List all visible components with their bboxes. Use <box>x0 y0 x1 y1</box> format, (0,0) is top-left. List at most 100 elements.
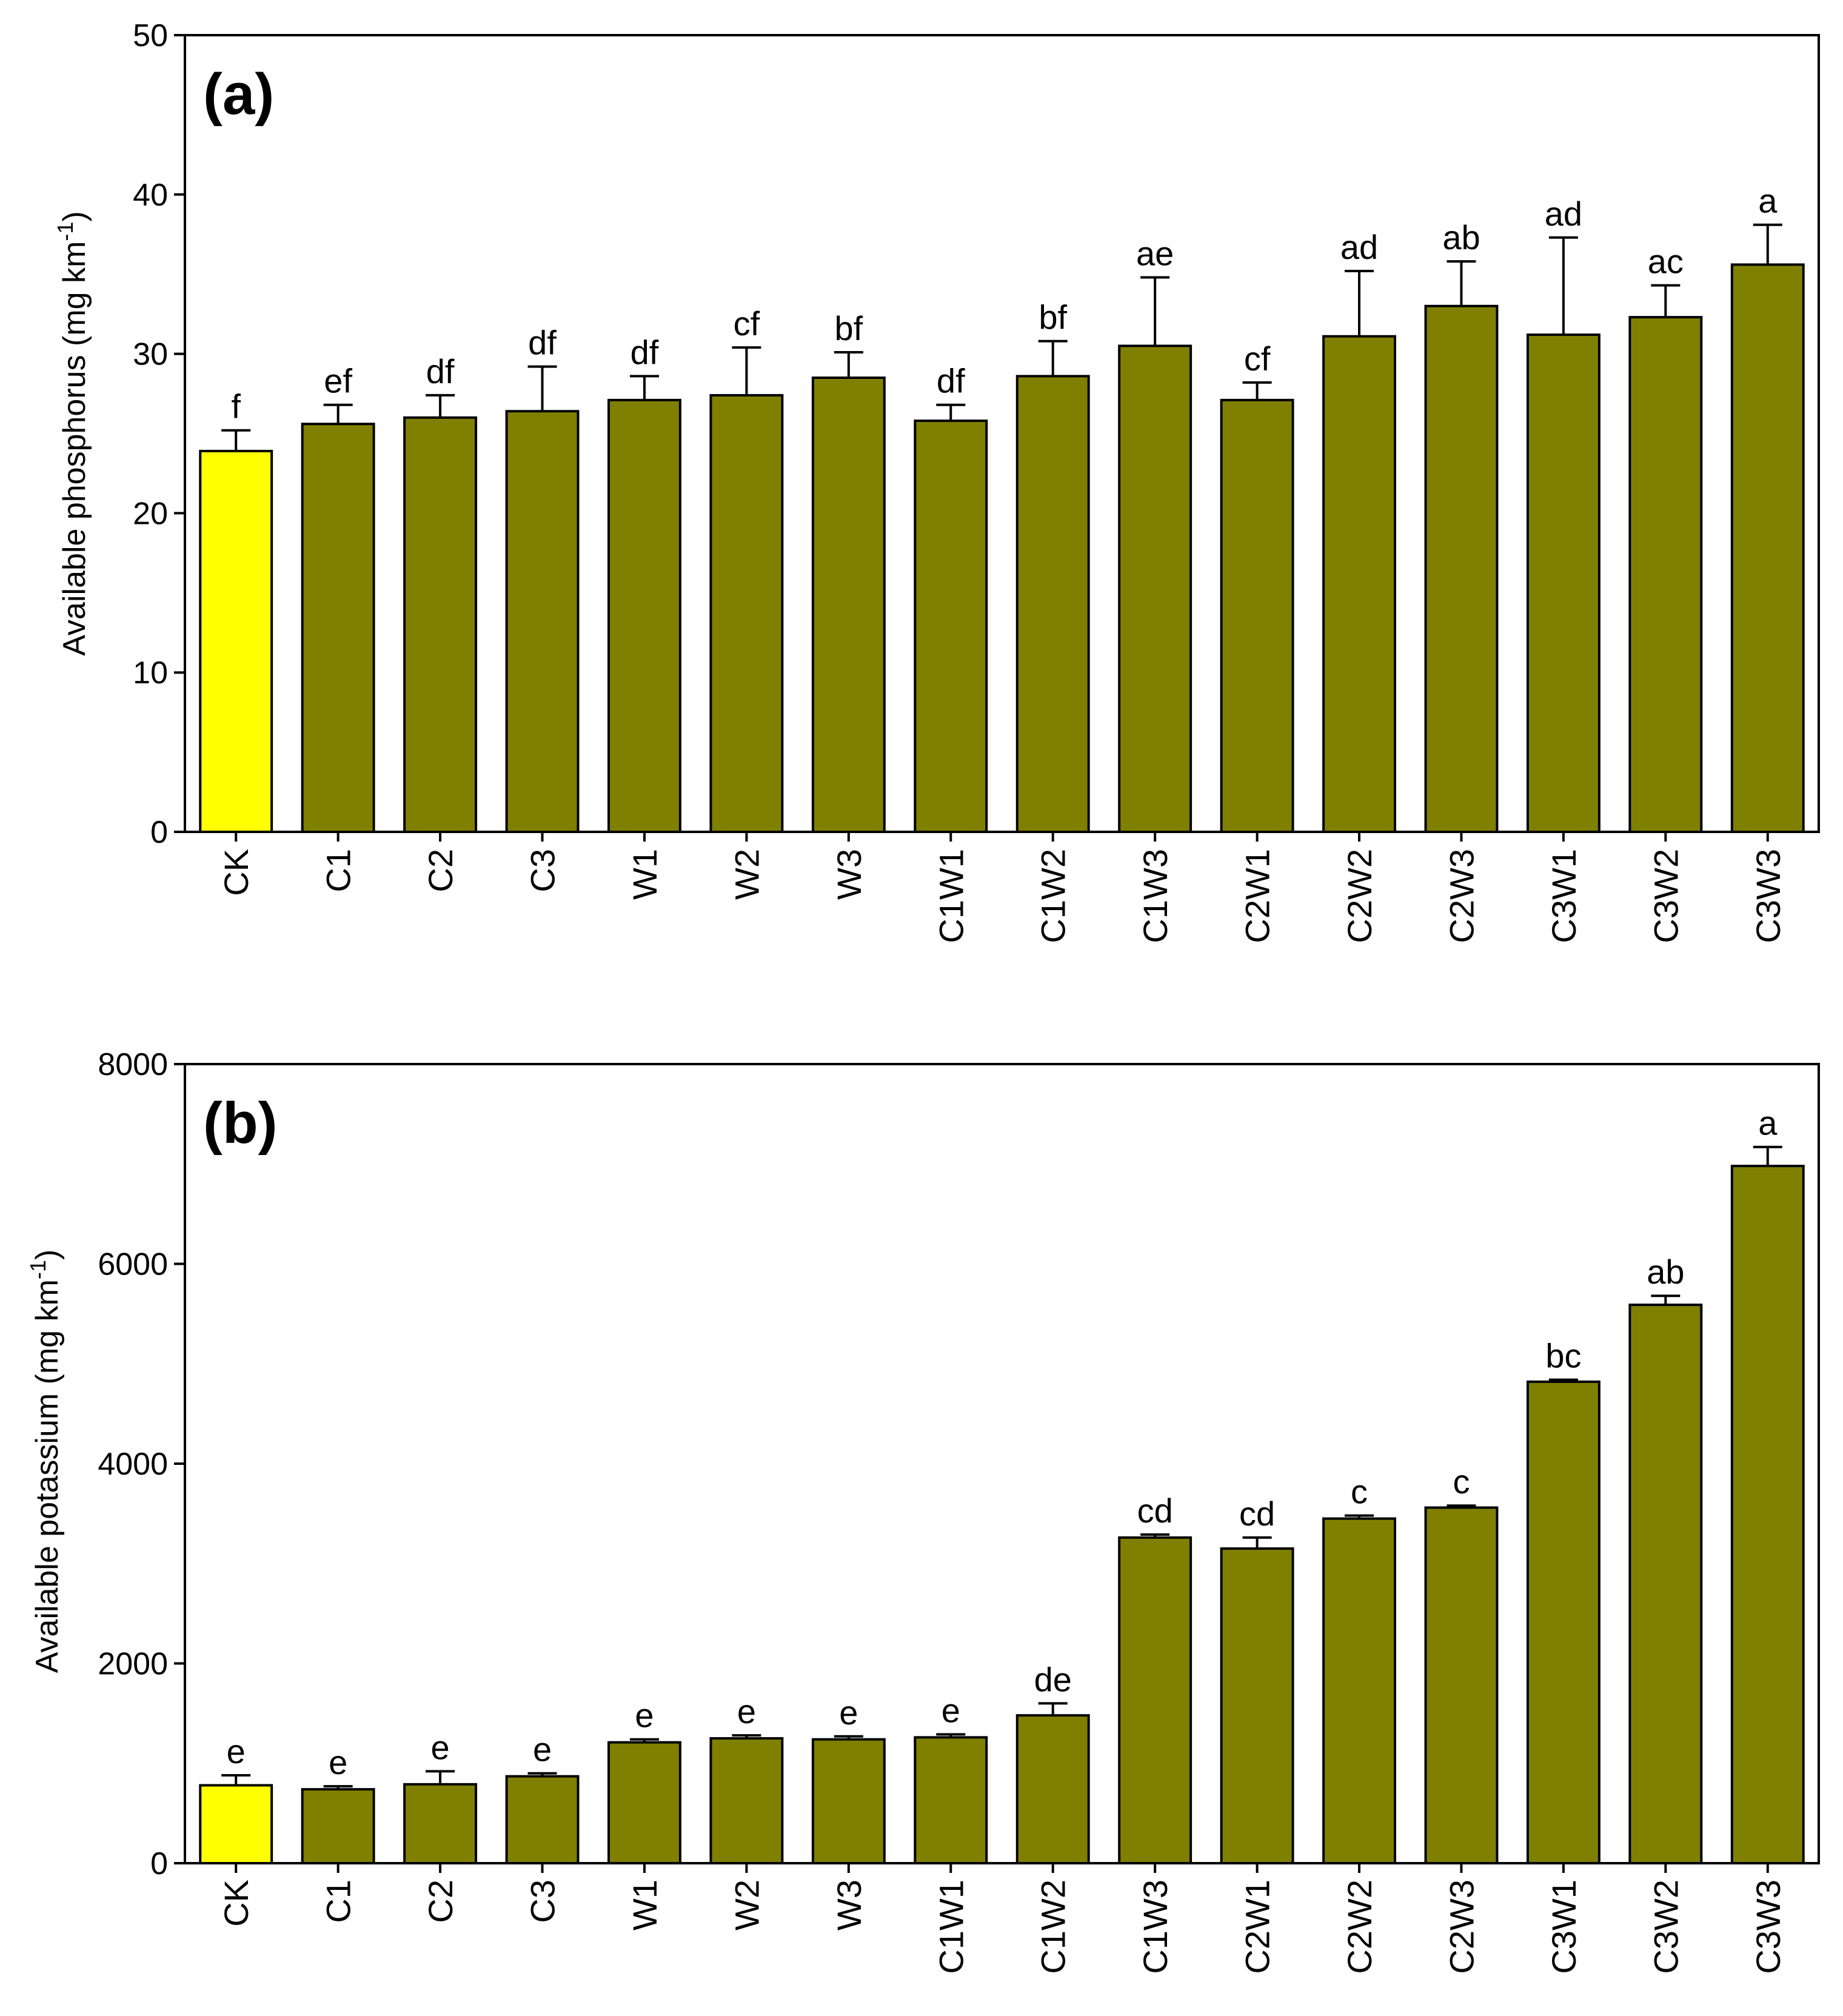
x-tick-label: C1 <box>319 1880 358 1923</box>
significance-letter: c <box>1351 1473 1368 1511</box>
significance-letter: cf <box>734 304 760 343</box>
bar-c1w3 <box>1118 344 1192 833</box>
significance-letter: cd <box>1137 1492 1173 1530</box>
significance-letter: ac <box>1648 243 1684 281</box>
significance-letter: ad <box>1340 228 1378 266</box>
significance-letter: df <box>528 324 557 362</box>
bar-c2w3 <box>1424 304 1499 833</box>
x-tick-label: W2 <box>728 1880 766 1931</box>
significance-letter: bf <box>834 309 863 347</box>
bar-w1 <box>607 1741 681 1865</box>
bar-c1w1 <box>914 419 988 833</box>
panel-a: 0 10 20 30 40 50 Available phosphorus (mg km-1… <box>53 18 1820 943</box>
significance-letter: ab <box>1442 218 1480 256</box>
significance-letter: ef <box>324 362 352 400</box>
plot-frame <box>184 34 1820 833</box>
significance-letter: e <box>533 1730 552 1769</box>
significance-letter: a <box>1758 182 1778 220</box>
x-tick-label: C3 <box>524 849 562 892</box>
bar-w2 <box>709 393 784 833</box>
bar-c2w2 <box>1322 1517 1396 1865</box>
panel-label: (a) <box>203 62 274 127</box>
significance-letter: cd <box>1239 1495 1275 1533</box>
y-tick-label: 0 <box>150 815 168 850</box>
bar-c3w1 <box>1526 333 1600 833</box>
bar-c3 <box>505 410 580 833</box>
x-tick-label: CK <box>217 849 255 896</box>
bar-ck <box>199 1784 273 1865</box>
y-tick-label: 30 <box>133 337 168 372</box>
x-tick-label: C1W2 <box>1034 849 1072 943</box>
panel-b: 0 2000 4000 6000 8000 Available potassium (mg… <box>25 1047 1820 1974</box>
significance-letter: ab <box>1647 1253 1684 1291</box>
x-tick-label: C1W3 <box>1136 1880 1174 1974</box>
bar-c3w2 <box>1628 316 1703 833</box>
bar-w3 <box>811 1738 886 1864</box>
x-tick-label: C3W3 <box>1749 849 1787 943</box>
significance-letter: df <box>630 333 659 371</box>
bar-c3w1 <box>1526 1380 1600 1864</box>
significance-letter: df <box>937 362 965 400</box>
bar-c1w2 <box>1015 375 1090 833</box>
y-tick-label: 4000 <box>98 1447 168 1482</box>
y-tick-label: 8000 <box>98 1047 168 1082</box>
bar-c1 <box>301 1788 375 1864</box>
x-tick-label: C3W3 <box>1749 1880 1787 1974</box>
x-tick-label: C2W2 <box>1340 1880 1379 1974</box>
x-tick-label: C1W3 <box>1136 849 1174 943</box>
bar-c2w1 <box>1220 1547 1294 1865</box>
x-tick-label: C2W2 <box>1340 849 1379 943</box>
y-axis-title: Available potassium (mg km-1) <box>25 1250 65 1673</box>
significance-letter: bf <box>1039 298 1067 337</box>
x-tick-label: C1W1 <box>932 1880 970 1974</box>
bar-c3 <box>505 1775 580 1864</box>
significance-letter: de <box>1034 1660 1072 1698</box>
significance-letter: e <box>431 1728 450 1766</box>
y-tick-label: 20 <box>133 496 168 531</box>
bar-c2w2 <box>1322 335 1396 833</box>
x-tick-label: W2 <box>728 849 766 900</box>
y-tick-label: 2000 <box>98 1647 168 1682</box>
bar-c3w3 <box>1730 1165 1805 1864</box>
significance-letter: f <box>231 387 241 426</box>
x-tick-label: C2 <box>421 1880 460 1923</box>
x-tick-label: C2 <box>421 849 460 892</box>
significance-letter: df <box>426 352 455 390</box>
bar-c1w2 <box>1015 1714 1090 1864</box>
bar-c2 <box>403 1783 478 1864</box>
y-axis-title: Available phosphorus (mg km-1) <box>53 211 92 655</box>
significance-letter: e <box>635 1696 654 1735</box>
significance-letter: e <box>329 1743 347 1781</box>
x-tick-label: C3 <box>524 1880 562 1923</box>
y-tick-label: 40 <box>133 178 168 213</box>
bar-w2 <box>709 1737 784 1864</box>
bar-w1 <box>607 398 681 833</box>
y-tick-label: 0 <box>150 1846 168 1881</box>
x-tick-label: W3 <box>830 1880 868 1931</box>
bar-c3w3 <box>1730 263 1805 833</box>
significance-letter: e <box>737 1692 756 1730</box>
x-tick-label: C1 <box>319 849 358 892</box>
bar-c1w3 <box>1118 1536 1192 1865</box>
x-tick-label: C2W3 <box>1442 1880 1480 1974</box>
significance-letter: e <box>839 1693 858 1732</box>
y-tick-label: 10 <box>133 655 168 691</box>
x-tick-label: C2W1 <box>1239 1880 1277 1974</box>
bar-c1 <box>301 423 375 833</box>
x-tick-label: C2W3 <box>1442 849 1480 943</box>
bar-w3 <box>811 377 886 833</box>
x-tick-label: W1 <box>626 849 664 900</box>
bar-c2w1 <box>1220 398 1294 833</box>
x-tick-label: C1W2 <box>1034 1880 1072 1974</box>
x-tick-label: W1 <box>626 1880 664 1931</box>
y-tick-label: 50 <box>133 18 168 53</box>
bar-ck <box>199 449 273 833</box>
significance-letter: c <box>1453 1462 1470 1501</box>
x-tick-label: C3W2 <box>1647 1880 1685 1974</box>
significance-letter: ad <box>1545 195 1582 233</box>
bar-c2 <box>403 416 478 833</box>
significance-letter: e <box>227 1732 246 1770</box>
significance-letter: bc <box>1545 1337 1581 1375</box>
x-tick-label: C3W2 <box>1647 849 1685 943</box>
